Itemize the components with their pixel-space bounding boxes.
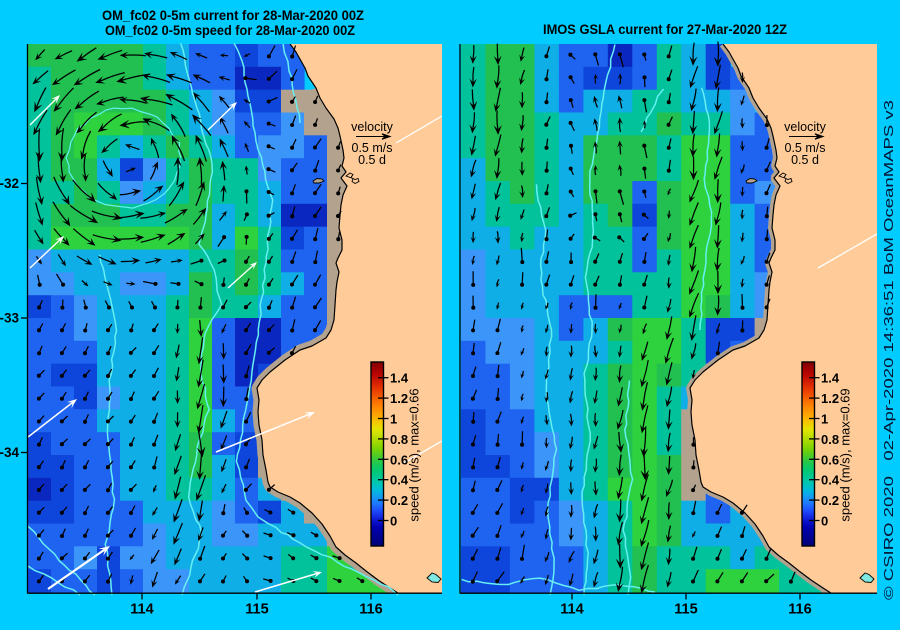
svg-text:-32: -32 (0, 176, 19, 191)
svg-text:-33: -33 (0, 311, 19, 326)
svg-text:1.4: 1.4 (821, 371, 840, 386)
svg-text:OM_fc02 0-5m current for 28-Ma: OM_fc02 0-5m current for 28-Mar-2020 00Z (102, 8, 364, 23)
svg-text:0.2: 0.2 (390, 493, 408, 508)
svg-text:speed (m/s), max=0.69: speed (m/s), max=0.69 (838, 388, 853, 521)
svg-text:116: 116 (788, 602, 811, 618)
svg-text:IMOS GSLA current for 27-Mar-2: IMOS GSLA current for 27-Mar-2020 12Z (543, 22, 787, 37)
svg-text:0.4: 0.4 (390, 473, 409, 488)
svg-text:0.5 d: 0.5 d (358, 153, 386, 167)
svg-text:1: 1 (390, 412, 397, 427)
svg-text:© CSIRO 2020 02-Apr-2020 14:: © CSIRO 2020 02-Apr-2020 14:36:51 BoM Oc… (882, 100, 896, 600)
svg-text:114: 114 (130, 602, 153, 618)
svg-text:0.5 m/s: 0.5 m/s (785, 141, 826, 155)
svg-text:115: 115 (245, 602, 268, 618)
svg-text:1.4: 1.4 (390, 371, 409, 386)
svg-text:0.5 m/s: 0.5 m/s (352, 141, 393, 155)
svg-text:-34: -34 (0, 445, 19, 460)
svg-text:1.2: 1.2 (390, 391, 408, 406)
svg-text:speed (m/s), max=0.66: speed (m/s), max=0.66 (407, 388, 422, 521)
svg-text:0.2: 0.2 (821, 493, 839, 508)
svg-text:114: 114 (560, 602, 583, 618)
svg-text:115: 115 (674, 602, 697, 618)
svg-text:0.5 d: 0.5 d (791, 153, 819, 167)
svg-text:0.8: 0.8 (821, 432, 839, 447)
svg-text:0.8: 0.8 (390, 432, 408, 447)
svg-text:OM_fc02 0-5m speed for 28-Mar-: OM_fc02 0-5m speed for 28-Mar-2020 00Z (105, 23, 355, 38)
svg-text:0.4: 0.4 (821, 473, 840, 488)
svg-text:velocity: velocity (784, 120, 826, 134)
svg-text:1.2: 1.2 (821, 391, 839, 406)
svg-text:0: 0 (390, 514, 397, 529)
svg-text:0.6: 0.6 (821, 452, 839, 467)
svg-text:velocity: velocity (351, 120, 393, 134)
svg-text:1: 1 (821, 412, 828, 427)
svg-text:0: 0 (821, 514, 828, 529)
svg-text:0.6: 0.6 (390, 452, 408, 467)
svg-text:116: 116 (359, 602, 382, 618)
